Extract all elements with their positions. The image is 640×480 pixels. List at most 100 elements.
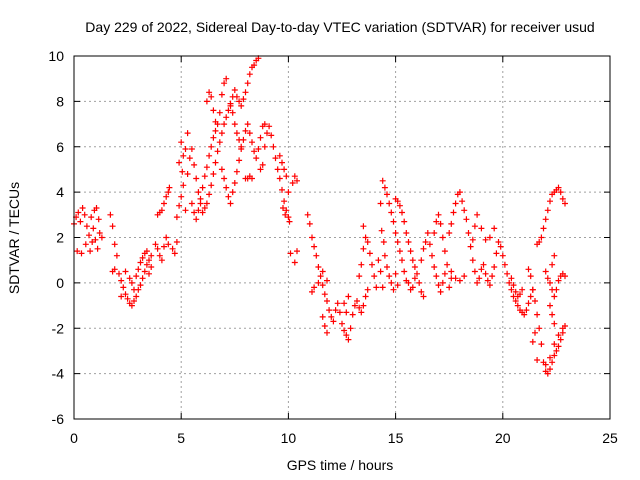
data-point [364, 239, 371, 245]
data-point [208, 182, 215, 189]
data-point [551, 352, 558, 359]
data-point [439, 279, 446, 286]
data-point [191, 209, 198, 216]
data-point [294, 248, 300, 255]
data-point [179, 168, 186, 175]
data-point [291, 259, 298, 266]
x-tick-label: 15 [388, 430, 404, 446]
data-point [171, 250, 178, 257]
data-point [259, 161, 266, 168]
data-point [504, 270, 511, 277]
x-tick-label: 25 [602, 430, 618, 446]
data-point [214, 148, 221, 155]
data-point [441, 270, 448, 277]
data-point [180, 182, 187, 189]
data-point [279, 186, 285, 193]
data-point [411, 264, 418, 270]
y-tick-label: -2 [52, 320, 65, 336]
data-point [233, 168, 240, 175]
data-point [212, 127, 219, 134]
data-point [311, 284, 318, 291]
data-point [345, 336, 352, 343]
data-point [378, 227, 385, 234]
y-tick-label: 6 [56, 139, 64, 155]
data-point [251, 62, 258, 69]
data-point [223, 114, 230, 121]
data-point [559, 195, 566, 202]
data-point [358, 309, 365, 316]
data-point [208, 93, 215, 100]
data-point [158, 207, 165, 214]
data-point [461, 207, 468, 214]
data-point [456, 189, 463, 196]
data-point [257, 134, 264, 141]
data-point [223, 75, 230, 82]
gridlines [74, 56, 610, 419]
data-point [118, 277, 125, 284]
data-point [216, 139, 223, 146]
data-point [478, 266, 485, 273]
data-point [330, 318, 337, 325]
data-point [163, 193, 170, 200]
data-point [435, 211, 442, 218]
data-point [435, 282, 442, 289]
data-point [315, 279, 322, 286]
data-point [486, 282, 493, 289]
data-point [319, 268, 326, 275]
data-point [437, 220, 444, 227]
y-tick-label: 2 [56, 230, 64, 246]
data-point [186, 155, 193, 162]
data-point [495, 239, 502, 245]
data-point [439, 234, 446, 241]
data-point [212, 118, 219, 125]
data-point [328, 313, 335, 320]
data-point [223, 184, 230, 191]
data-point [321, 291, 328, 298]
data-point [128, 302, 135, 309]
data-point [79, 205, 86, 211]
x-axis-label: GPS time / hours [287, 457, 394, 473]
data-point [315, 264, 322, 270]
data-point [399, 209, 405, 216]
data-point [321, 323, 328, 329]
data-point [238, 146, 245, 152]
data-point [225, 193, 232, 200]
data-point [467, 243, 474, 250]
data-point [178, 139, 185, 146]
data-point [390, 286, 397, 293]
data-point [369, 261, 375, 268]
data-point [137, 282, 144, 289]
data-point [279, 159, 285, 166]
data-point [92, 236, 99, 243]
data-point [95, 216, 102, 223]
data-point [478, 225, 485, 232]
data-point [381, 252, 388, 259]
data-point [345, 293, 352, 300]
data-point [74, 248, 81, 255]
data-point [176, 159, 183, 166]
data-point [547, 302, 553, 309]
data-point [178, 193, 185, 200]
data-point [517, 291, 523, 298]
data-point [236, 98, 243, 105]
data-point [120, 284, 127, 291]
data-point [94, 245, 101, 252]
data-point [180, 152, 187, 159]
data-point [420, 245, 427, 252]
data-point [525, 300, 532, 307]
data-point [176, 202, 183, 209]
data-point [491, 225, 498, 232]
data-point [356, 304, 363, 311]
data-point [173, 239, 180, 245]
data-point [555, 343, 562, 350]
data-point [555, 184, 562, 191]
data-point [437, 288, 444, 295]
data-point [544, 207, 551, 214]
y-axis-label: SDTVAR / TECUs [6, 182, 22, 294]
y-tick-label: 0 [56, 275, 64, 291]
data-point [349, 311, 356, 318]
data-point [309, 234, 315, 241]
data-point [111, 266, 118, 273]
data-point [471, 268, 478, 275]
data-point [225, 107, 232, 114]
